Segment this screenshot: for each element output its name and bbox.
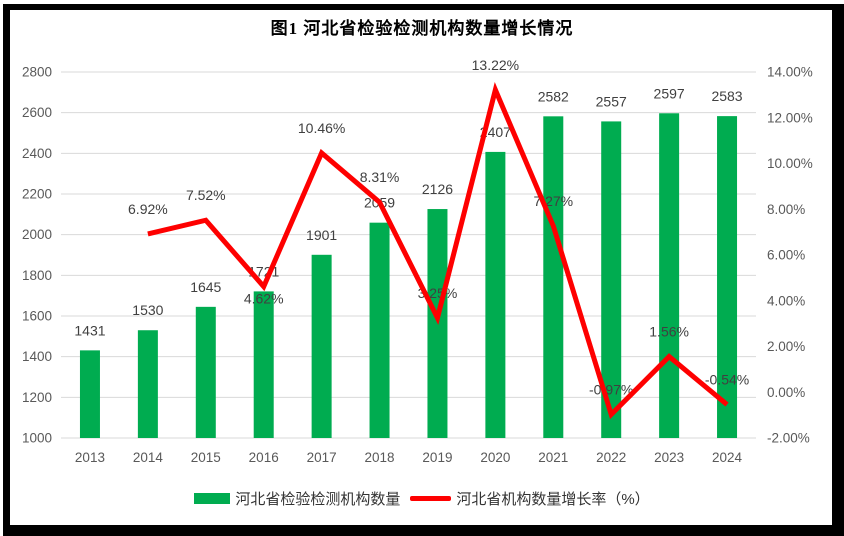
bar-2023 xyxy=(659,113,680,438)
left-axis-tick-label: 2200 xyxy=(22,187,52,202)
left-axis-tick-label: 1000 xyxy=(22,431,52,446)
x-axis-label-2017: 2017 xyxy=(307,450,337,465)
chart-legend: 河北省检验检测机构数量 河北省机构数量增长率（%） xyxy=(0,486,844,510)
line-series-swatch xyxy=(410,495,452,501)
growth-rate-label-2018: 8.31% xyxy=(360,169,400,185)
bar-2021 xyxy=(543,116,564,439)
x-axis-label-2019: 2019 xyxy=(422,450,452,465)
growth-rate-label-2022: -0.97% xyxy=(589,381,633,397)
left-axis-tick-label: 2000 xyxy=(22,227,52,242)
x-axis-label-2024: 2024 xyxy=(712,450,743,465)
left-axis-tick-label: 1400 xyxy=(22,349,52,364)
bar-2015 xyxy=(195,306,216,438)
legend-label-bar-series: 河北省检验检测机构数量 xyxy=(235,490,401,508)
bar-value-label-2015: 1645 xyxy=(190,279,221,295)
bar-value-label-2022: 2557 xyxy=(596,93,627,109)
x-axis-label-2013: 2013 xyxy=(75,450,105,465)
growth-rate-line xyxy=(147,82,729,420)
legend-label-line-series: 河北省机构数量增长率（%） xyxy=(456,490,650,508)
bar-2018 xyxy=(369,222,390,438)
bar-2016 xyxy=(253,291,274,438)
bar-2017 xyxy=(311,254,332,438)
right-axis-tick-label: 12.00% xyxy=(767,110,813,125)
x-axis-label-2021: 2021 xyxy=(538,450,568,465)
right-axis-tick-label: -2.00% xyxy=(767,431,810,446)
growth-rate-label-2016: 4.62% xyxy=(244,291,284,307)
x-axis-label-2014: 2014 xyxy=(133,450,164,465)
right-axis-tick-label: 2.00% xyxy=(767,339,805,354)
right-axis-tick-label: 14.00% xyxy=(767,65,813,80)
bar-value-label-2021: 2582 xyxy=(538,88,569,104)
growth-rate-label-2023: 1.56% xyxy=(649,324,689,340)
bar-series-swatch xyxy=(194,492,231,504)
bar-2013 xyxy=(79,350,100,438)
bar-2019 xyxy=(427,209,448,438)
growth-rate-label-2017: 10.46% xyxy=(298,120,345,136)
right-axis-tick-label: 0.00% xyxy=(767,385,805,400)
x-axis-label-2020: 2020 xyxy=(480,450,510,465)
bar-value-label-2013: 1431 xyxy=(74,322,105,338)
growth-rate-label-2015: 7.52% xyxy=(186,187,226,203)
bar-value-label-2023: 2597 xyxy=(654,85,685,101)
right-axis-tick-label: 6.00% xyxy=(767,248,805,263)
right-axis-tick-label: 8.00% xyxy=(767,202,805,217)
legend-item-line-series: 河北省机构数量增长率（%） xyxy=(410,488,650,509)
growth-rate-label-2014: 6.92% xyxy=(128,201,168,217)
bar-value-label-2017: 1901 xyxy=(306,227,337,243)
bar-value-label-2019: 2126 xyxy=(422,181,453,197)
x-axis-label-2016: 2016 xyxy=(249,450,279,465)
bar-value-label-2024: 2583 xyxy=(711,88,742,104)
growth-rate-label-2024: -0.54% xyxy=(705,372,749,388)
x-axis-label-2015: 2015 xyxy=(191,450,221,465)
right-axis-tick-label: 4.00% xyxy=(767,293,805,308)
left-axis-tick-label: 1600 xyxy=(22,309,52,324)
growth-rate-label-2020: 13.22% xyxy=(472,57,519,73)
bar-value-label-2014: 1530 xyxy=(132,302,163,318)
left-axis-tick-label: 2800 xyxy=(22,65,52,80)
left-axis-tick-label: 1200 xyxy=(22,390,52,405)
bar-2020 xyxy=(485,151,506,438)
x-axis-label-2023: 2023 xyxy=(654,450,684,465)
bar-2024 xyxy=(717,116,738,438)
bar-2014 xyxy=(137,330,158,438)
chart-title: 图1 河北省检验检测机构数量增长情况 xyxy=(270,19,574,38)
left-axis-tick-label: 2400 xyxy=(22,146,52,161)
bar-2022 xyxy=(601,121,622,438)
x-axis-label-2018: 2018 xyxy=(365,450,395,465)
x-axis-label-2022: 2022 xyxy=(596,450,626,465)
legend-item-bar-series: 河北省检验检测机构数量 xyxy=(194,488,400,509)
left-axis-tick-label: 2600 xyxy=(22,105,52,120)
left-axis-tick-label: 1800 xyxy=(22,268,52,283)
right-axis-tick-label: 10.00% xyxy=(767,156,813,171)
